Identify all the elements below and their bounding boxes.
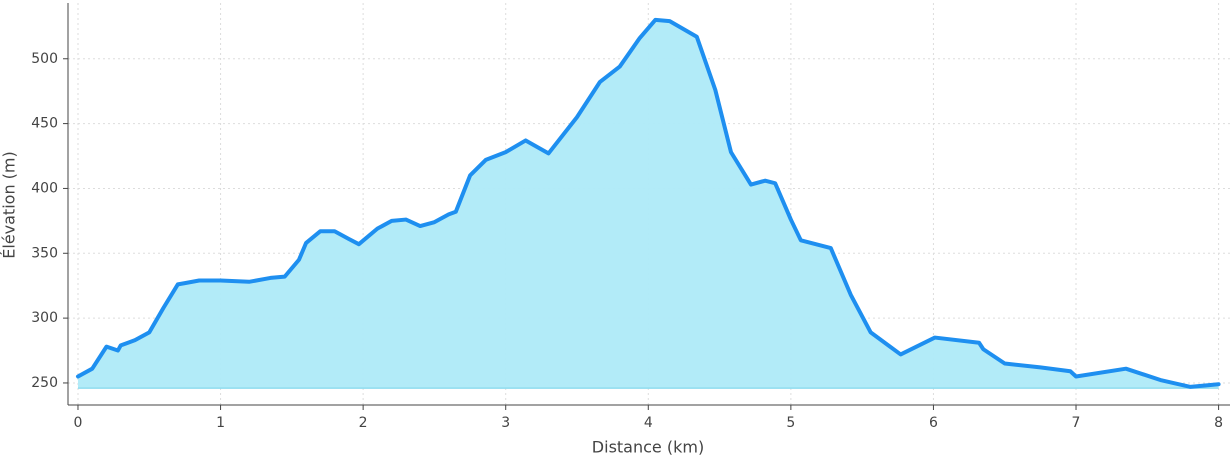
- y-tick-label: 250: [31, 375, 58, 391]
- y-tick-label: 400: [31, 180, 58, 196]
- y-axis-label: Élévation (m): [0, 151, 19, 258]
- x-tick-label: 6: [929, 415, 938, 431]
- y-tick-label: 500: [31, 51, 58, 67]
- x-tick-label: 3: [501, 415, 510, 431]
- x-tick-label: 0: [74, 415, 83, 431]
- x-tick-label: 8: [1214, 415, 1223, 431]
- x-tick-label: 1: [216, 415, 225, 431]
- y-tick-label: 350: [31, 245, 58, 261]
- area-fill: [77, 19, 1219, 389]
- elevation-line: [75, 17, 1221, 389]
- x-tick-label: 4: [644, 415, 653, 431]
- y-tick-label: 450: [31, 116, 58, 132]
- x-tick-label: 5: [786, 415, 795, 431]
- y-tick-label: 300: [31, 310, 58, 326]
- x-axis-label: Distance (km): [592, 438, 704, 457]
- x-tick-label: 2: [359, 415, 368, 431]
- x-tick-label: 7: [1072, 415, 1081, 431]
